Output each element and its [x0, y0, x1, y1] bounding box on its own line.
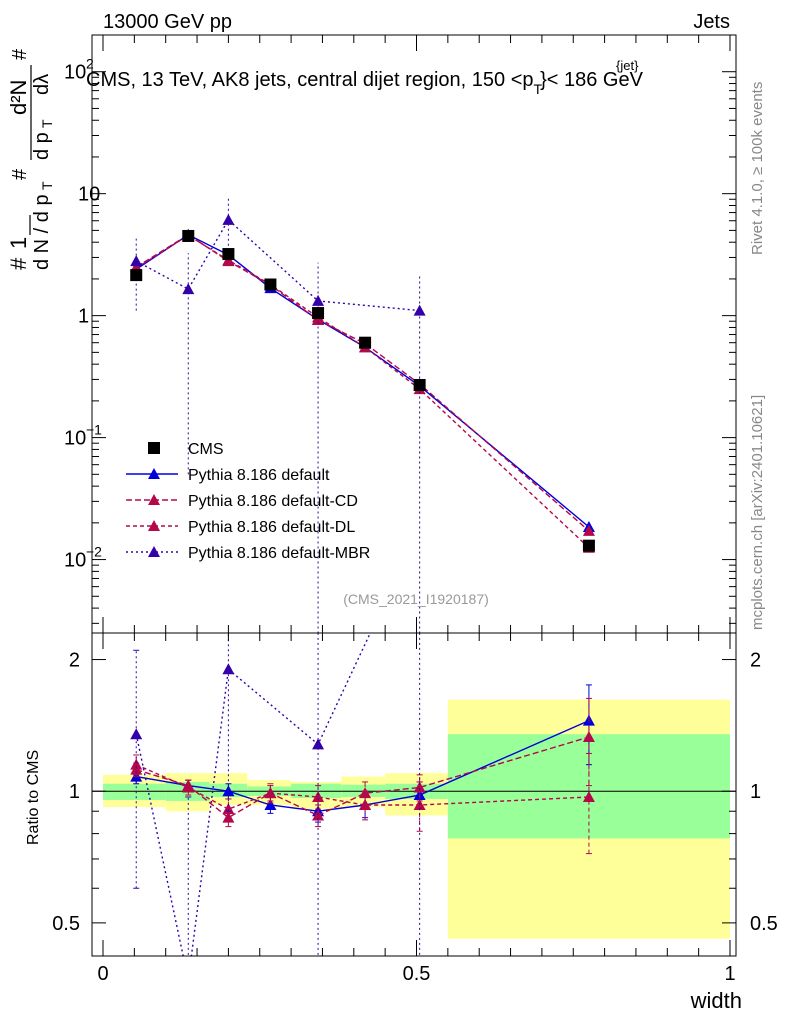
x-tick-label: 0: [97, 963, 108, 985]
main-y-tick-exponent: 2: [86, 56, 94, 72]
ratio-y-tick-label: 2: [69, 650, 80, 672]
main-y-tick-label: 10: [64, 62, 86, 84]
ratio-series-marker: [312, 791, 325, 803]
main-y-tick-label: 10: [64, 428, 86, 450]
ratio-series-marker: [359, 787, 372, 799]
ratio-series-marker: [182, 781, 195, 793]
legend-marker-cms: [148, 442, 160, 454]
ratio-y-axis-label: Ratio to CMS: [25, 750, 42, 845]
rivet-version-label: Rivet 4.1.0, ≥ 100k events: [749, 82, 766, 255]
svg-text:#: #: [6, 257, 31, 270]
svg-text:d²N: d²N: [6, 80, 31, 115]
main-y-tick-label: 10: [64, 550, 86, 572]
main-plot-area: [130, 198, 595, 633]
ratio-series-marker: [582, 731, 595, 743]
cms-data-marker: [182, 229, 195, 242]
ratio-series-marker: [264, 787, 277, 799]
ratio-series-line: [135, 633, 372, 956]
main-series-line: [135, 218, 420, 312]
ratio-y-tick-label: 1: [69, 781, 80, 803]
legend-marker: [148, 468, 160, 479]
ratio-series-marker: [182, 974, 194, 985]
x-tick-label: 1: [724, 963, 735, 985]
cms-data-marker: [312, 307, 325, 320]
x-axis-label: width: [690, 988, 742, 1013]
main-series-line: [135, 234, 590, 528]
cms-data-marker: [359, 336, 372, 349]
main-y-tick-exponent: −1: [86, 422, 102, 438]
ratio-series-line: [136, 719, 590, 812]
plot-title: CMS, 13 TeV, AK8 jets, central dijet reg…: [86, 58, 644, 97]
ratio-frame: [91, 632, 737, 957]
legend-marker: [148, 494, 160, 505]
cms-data-marker: [264, 278, 277, 291]
ratio-y-tick-label-right: 2: [750, 650, 761, 672]
legend-label: Pythia 8.186 default: [188, 467, 330, 484]
cms-data-marker: [130, 269, 143, 282]
ratio-series-line: [136, 736, 590, 819]
svg-text:#: #: [9, 48, 31, 60]
ratio-series-marker: [130, 758, 143, 770]
main-y-tick-label: 1: [78, 306, 89, 328]
svg-text:1: 1: [6, 237, 31, 249]
ratio-series-marker: [264, 798, 277, 810]
legend-marker: [148, 546, 160, 557]
ratio-series-marker: [222, 663, 235, 675]
title-superscript: {jet}: [616, 58, 639, 73]
ratio-plot-area: [130, 633, 595, 985]
main-y-tick-exponent: −2: [86, 544, 102, 560]
cms-data-marker: [582, 539, 595, 552]
ratio-series-marker: [359, 798, 372, 810]
svg-text:d p: d p: [31, 132, 53, 160]
main-series-marker: [182, 283, 195, 295]
main-y-tick-label: 10: [78, 184, 100, 206]
analysis-tag: (CMS_2021_I1920187): [343, 591, 489, 607]
svg-text:#: #: [9, 168, 31, 180]
svg-text:T: T: [39, 181, 55, 190]
cms-data-marker: [413, 378, 426, 391]
stat-uncertainty-band: [103, 783, 166, 800]
ratio-series-marker: [312, 738, 325, 750]
ratio-series-marker: [130, 728, 143, 740]
main-series-marker: [130, 255, 143, 267]
ratio-y-tick-label-right: 0.5: [750, 913, 778, 935]
svg-text:d N / d p: d N / d p: [31, 194, 53, 270]
header-left: 13000 GeV pp: [103, 11, 232, 33]
main-series-marker: [222, 213, 235, 225]
header-right: Jets: [693, 11, 730, 33]
legend: CMS Pythia 8.186 default Pythia 8.186 defa…: [126, 441, 370, 562]
mcplots-label: mcplots.cern.ch [arXiv:2401.10621]: [749, 395, 766, 630]
main-y-axis-label: # 1 d N / d p T # d²N d p T dλ #: [6, 48, 55, 270]
legend-label: Pythia 8.186 default-CD: [188, 493, 358, 510]
svg-text:T: T: [39, 119, 55, 128]
svg-text:CMS, 13 TeV, AK8 jets, central: CMS, 13 TeV, AK8 jets, central dijet reg…: [86, 69, 644, 97]
main-series-marker: [413, 304, 426, 316]
x-tick-label: 0.5: [403, 963, 431, 985]
main-series-marker: [312, 294, 325, 306]
svg-text:dλ: dλ: [31, 74, 53, 95]
ratio-series-marker: [312, 809, 325, 821]
main-series-marker: [582, 524, 595, 536]
legend-label: Pythia 8.186 default-DL: [188, 519, 355, 536]
legend-marker: [148, 520, 160, 531]
legend-label-cms: CMS: [188, 441, 224, 458]
cms-data-marker: [222, 248, 235, 261]
ratio-series-marker: [582, 791, 595, 803]
ratio-y-tick-label-right: 1: [750, 781, 761, 803]
ratio-series-line: [135, 764, 589, 810]
legend-label: Pythia 8.186 default-MBR: [188, 545, 370, 562]
main-series-line: [135, 233, 590, 532]
ratio-y-tick-label: 0.5: [52, 913, 80, 935]
